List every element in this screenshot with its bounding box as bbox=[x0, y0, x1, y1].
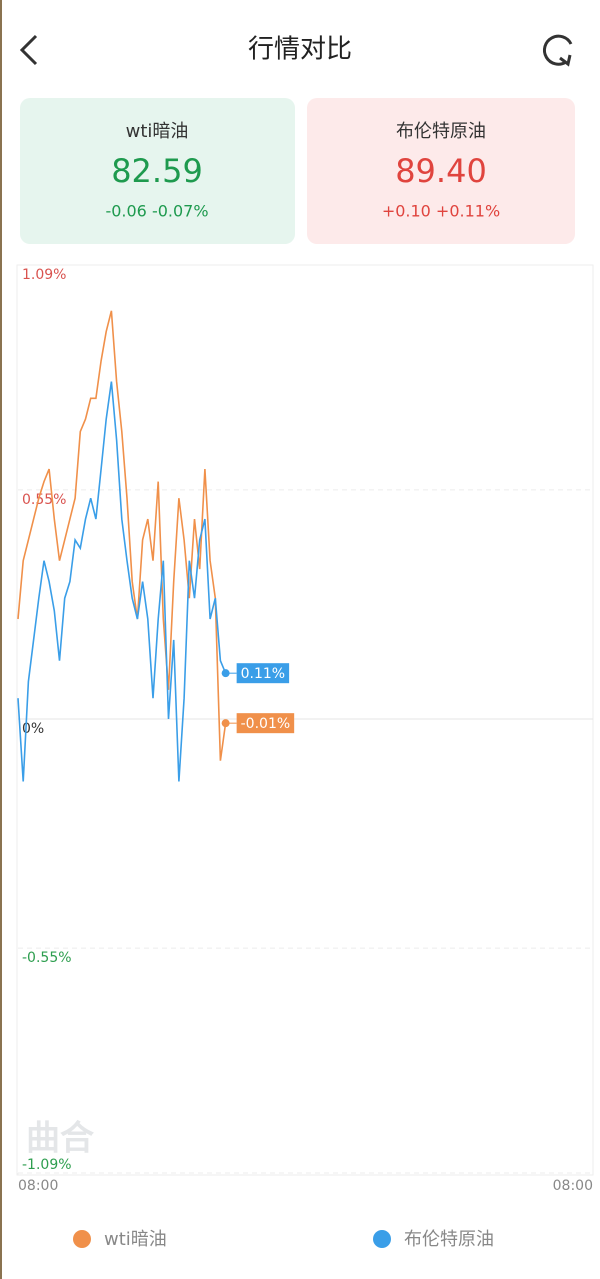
edge bbox=[0, 0, 2, 1279]
y-tick-label: 0.55% bbox=[22, 492, 66, 508]
end-label: 0.11% bbox=[241, 666, 285, 682]
y-tick-label: -0.55% bbox=[22, 950, 72, 966]
legend-label: 布伦特原油 bbox=[404, 1229, 494, 1250]
card-price: 82.59 bbox=[111, 152, 203, 190]
legend-dot bbox=[73, 1230, 91, 1248]
page-title: 行情对比 bbox=[248, 35, 352, 65]
card-name: wti暗油 bbox=[126, 121, 189, 142]
line bbox=[17, 310, 227, 761]
card-change: -0.06 -0.07% bbox=[105, 202, 208, 221]
end-label-bg bbox=[236, 663, 290, 684]
refresh-button[interactable] bbox=[542, 34, 573, 67]
end-label-bg bbox=[236, 713, 295, 734]
y-tick-label: 0% bbox=[22, 721, 44, 737]
y-tick-label: 1.09% bbox=[22, 267, 66, 283]
card-change: +0.10 +0.11% bbox=[382, 202, 500, 221]
line bbox=[17, 381, 227, 782]
legend-dot bbox=[373, 1230, 391, 1248]
card[interactable] bbox=[20, 98, 295, 244]
card-price: 89.40 bbox=[395, 152, 487, 190]
end-label: -0.01% bbox=[241, 716, 291, 732]
back-button[interactable] bbox=[19, 34, 38, 66]
legend-label: wti暗油 bbox=[104, 1229, 167, 1250]
watermark: 曲合 bbox=[26, 1119, 94, 1159]
x-tick-label: 08:00 bbox=[18, 1178, 58, 1194]
card-name: 布伦特原油 bbox=[396, 121, 486, 142]
chart-frame bbox=[16, 264, 594, 1176]
x-tick-label: 08:00 bbox=[553, 1178, 593, 1194]
y-tick-label: -1.09% bbox=[22, 1157, 72, 1173]
card[interactable] bbox=[307, 98, 575, 244]
